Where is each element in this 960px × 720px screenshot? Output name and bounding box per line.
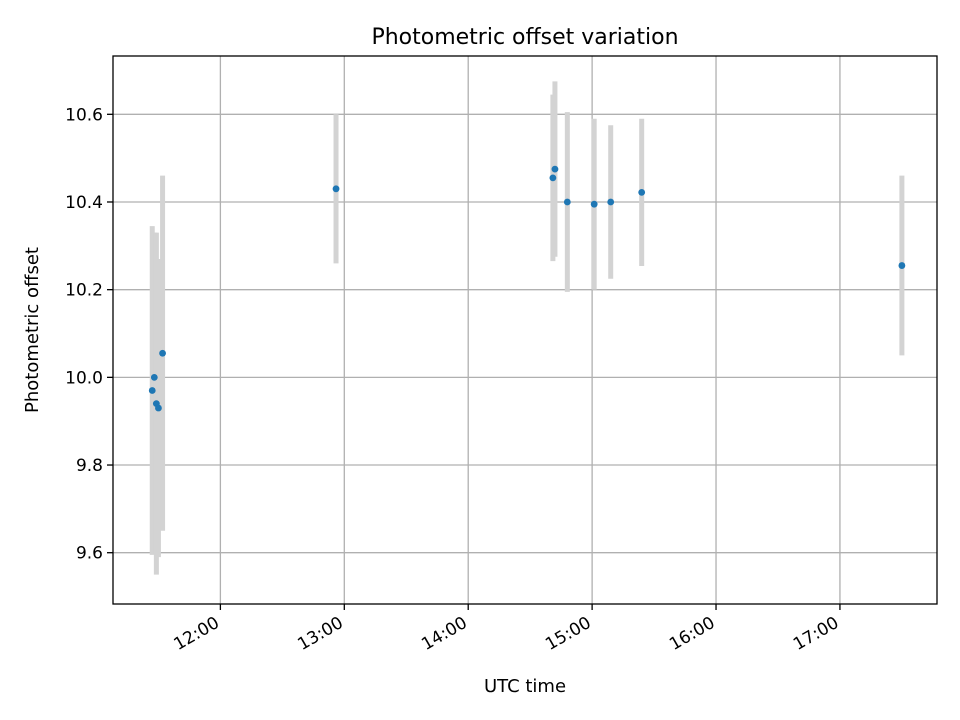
data-point: [607, 198, 615, 206]
y-tick-label: 10.4: [65, 193, 103, 213]
y-axis-ticks: 9.6 9.8 10.0 10.2 10.4 10.6: [65, 105, 113, 564]
y-tick-label: 10.2: [65, 281, 103, 301]
errorbar-layer: [149, 81, 905, 575]
data-point: [148, 387, 156, 394]
y-tick-label: 10.0: [65, 368, 103, 388]
data-point: [159, 349, 166, 357]
x-tick-label: 17:00: [790, 613, 842, 655]
plot-frame: [112, 55, 938, 605]
y-tick-label: 9.6: [76, 544, 103, 564]
chart-title: Photometric offset variation: [371, 25, 678, 50]
x-tick-label: 16:00: [666, 613, 718, 655]
point-layer: [148, 165, 906, 412]
data-point: [155, 404, 162, 412]
y-axis-label: Photometric offset: [22, 247, 43, 413]
data-point: [332, 185, 340, 193]
x-tick-label: 13:00: [294, 613, 346, 655]
x-axis-label: UTC time: [484, 676, 566, 697]
data-point: [551, 165, 559, 173]
data-point: [563, 198, 571, 206]
data-point: [150, 373, 158, 381]
x-tick-label: 14:00: [418, 613, 470, 655]
data-point: [898, 262, 906, 269]
x-axis-ticks: 12:00 13:00 14:00 15:00 16:00 17:00: [170, 604, 842, 655]
data-point: [549, 174, 557, 182]
y-tick-label: 9.8: [76, 456, 103, 476]
y-tick-label: 10.6: [65, 105, 103, 125]
x-tick-label: 12:00: [170, 613, 222, 655]
data-point: [638, 188, 646, 196]
data-point: [590, 200, 598, 208]
x-tick-label: 15:00: [542, 613, 594, 655]
grid-layer: [113, 56, 937, 604]
